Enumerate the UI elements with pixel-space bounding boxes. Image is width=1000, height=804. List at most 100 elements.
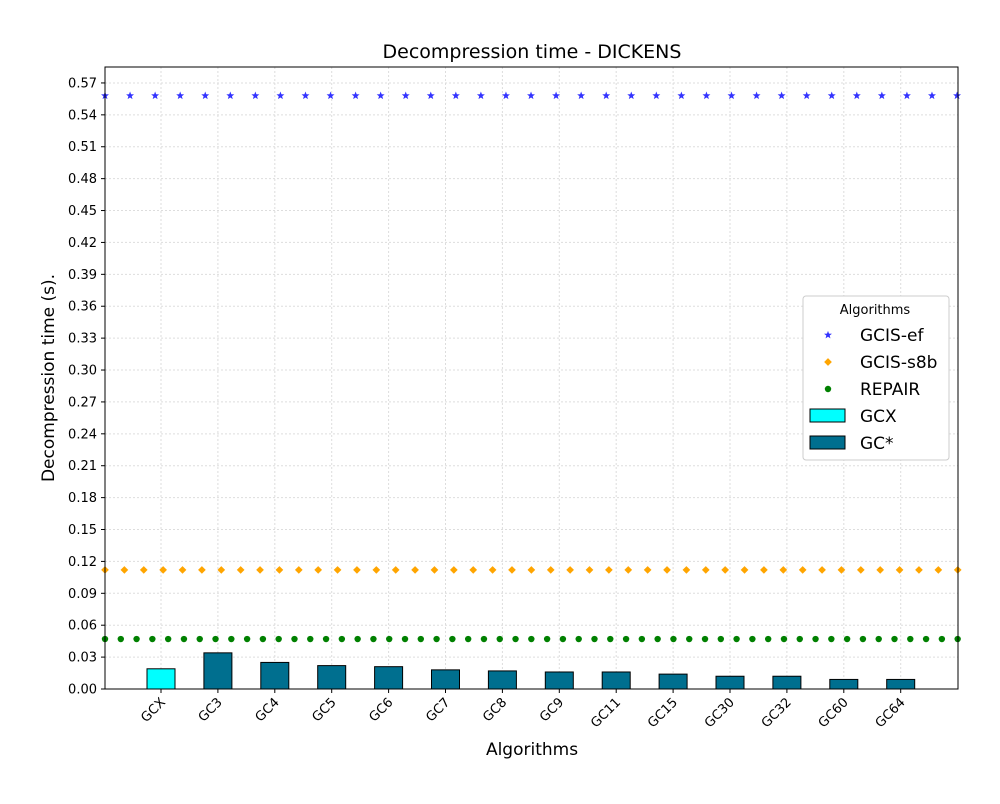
- gcis-ef-marker: [351, 91, 360, 100]
- gcis-s8b-marker: [372, 566, 381, 574]
- gcis-ef-marker: [702, 91, 711, 100]
- legend-title: Algorithms: [840, 303, 911, 318]
- gcis-s8b-marker: [139, 566, 148, 574]
- x-tick-label: GC7: [423, 695, 453, 725]
- y-tick-label: 0.36: [68, 300, 97, 315]
- x-tick-label: GC11: [588, 695, 624, 731]
- repair-marker: [449, 635, 456, 643]
- gcis-s8b-marker: [624, 566, 633, 574]
- y-tick-label: 0.57: [68, 76, 97, 91]
- repair-marker: [796, 635, 803, 643]
- gcis-s8b-marker: [217, 566, 226, 574]
- gcis-s8b-marker: [721, 566, 729, 574]
- repair-marker: [117, 635, 124, 643]
- bar-gc4: [260, 661, 290, 690]
- x-tick-label: GC64: [873, 695, 909, 731]
- gcis-s8b-marker: [198, 566, 206, 574]
- y-tick-label: 0.21: [68, 459, 97, 474]
- legend-swatch-gcx: [809, 408, 846, 423]
- gcis-ef-marker: [126, 91, 135, 100]
- gcis-ef-marker: [852, 91, 861, 100]
- legend: Algorithms GCIS-ef GCIS-s8b REPAIR GCX GC*: [802, 295, 950, 461]
- gcis-ef-marker: [251, 91, 260, 100]
- gcis-s8b-marker: [411, 566, 419, 574]
- repair-marker: [386, 635, 393, 643]
- legend-marker-gcis-ef: [824, 330, 832, 339]
- y-tick-label: 0.33: [68, 332, 97, 347]
- gcis-s8b-marker: [779, 566, 788, 574]
- legend-label: GCX: [860, 407, 897, 427]
- x-tick-label: GC15: [645, 695, 681, 731]
- repair-marker: [749, 635, 756, 643]
- x-tick-label: GC6: [366, 695, 396, 725]
- gcis-ef-marker: [877, 91, 886, 100]
- bar-gc64: [886, 678, 916, 690]
- gcis-s8b-marker: [294, 566, 303, 574]
- line-series-repair: [101, 635, 961, 643]
- bar-gc5: [317, 665, 347, 690]
- y-tick-label: 0.15: [68, 523, 97, 538]
- gcis-s8b-marker: [876, 566, 885, 574]
- x-tick-label: GC8: [480, 695, 510, 725]
- x-tick-label: GC3: [196, 695, 226, 725]
- gcis-ef-marker: [652, 91, 661, 100]
- gcis-s8b-marker: [546, 566, 555, 574]
- reference-lines: [101, 91, 962, 643]
- gcis-s8b-marker: [934, 566, 943, 574]
- gcis-ef-marker: [627, 91, 636, 100]
- repair-marker: [701, 635, 709, 643]
- gcis-ef-marker: [802, 91, 811, 100]
- gcis-s8b-marker: [314, 566, 323, 574]
- repair-marker: [291, 635, 298, 643]
- gcis-ef-marker: [902, 91, 911, 100]
- gcis-s8b-marker: [760, 566, 768, 574]
- bar-gc8: [487, 670, 517, 690]
- gcis-ef-marker: [176, 91, 185, 100]
- repair-marker: [164, 635, 172, 643]
- gcis-ef-marker: [326, 91, 335, 100]
- y-tick-label: 0.51: [68, 140, 97, 155]
- bar-gc30: [715, 675, 745, 690]
- x-tick-label: GC60: [816, 695, 852, 731]
- gcis-ef-marker: [552, 91, 561, 100]
- repair-marker: [480, 635, 488, 643]
- x-tick-label: GCX: [138, 695, 169, 726]
- gcis-s8b-marker: [236, 566, 245, 574]
- legend-label: GCIS-ef: [860, 326, 924, 346]
- repair-marker: [370, 635, 377, 643]
- repair-marker: [717, 635, 725, 643]
- repair-marker: [496, 635, 503, 643]
- bar-gc60: [829, 678, 859, 690]
- bar-gc15: [658, 673, 688, 690]
- gcis-ef-marker: [426, 91, 435, 100]
- repair-marker: [133, 635, 140, 643]
- y-tick-label: 0.30: [68, 364, 97, 379]
- gcis-s8b-marker: [120, 566, 129, 574]
- repair-marker: [259, 635, 267, 643]
- x-tick-label: GC32: [759, 695, 795, 731]
- repair-marker: [559, 635, 567, 643]
- gcis-s8b-marker: [508, 566, 516, 574]
- y-tick-label: 0.03: [68, 651, 97, 666]
- repair-marker: [607, 635, 614, 643]
- gcis-s8b-marker: [275, 566, 284, 574]
- bar-gc32: [772, 675, 802, 690]
- repair-marker: [433, 635, 440, 643]
- legend-label: REPAIR: [860, 380, 920, 400]
- gcis-ef-marker: [301, 91, 310, 100]
- repair-marker: [196, 635, 203, 643]
- repair-marker: [575, 635, 582, 643]
- repair-marker: [180, 635, 188, 643]
- y-tick-label: 0.54: [68, 108, 97, 123]
- repair-marker: [638, 635, 646, 643]
- gcis-ef-marker: [201, 91, 210, 100]
- repair-marker: [686, 635, 693, 643]
- gcis-ef-marker: [777, 91, 786, 100]
- gcis-s8b-marker: [178, 566, 187, 574]
- repair-marker: [812, 635, 819, 643]
- gcis-ef-marker: [376, 91, 385, 100]
- x-tick-label: GC9: [537, 695, 567, 725]
- gcis-ef-marker: [527, 91, 535, 100]
- gcis-ef-marker: [602, 91, 611, 100]
- gcis-ef-marker: [401, 91, 410, 100]
